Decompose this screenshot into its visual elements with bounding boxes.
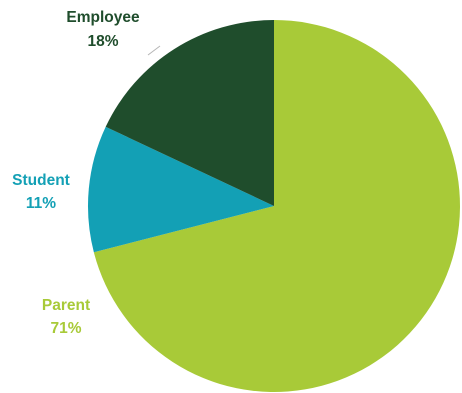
slice-label-parent-name: Parent — [42, 297, 90, 314]
slice-label-employee-name: Employee — [66, 9, 140, 26]
pie-slice-student — [87, 126, 274, 253]
pie-slice-parent — [93, 20, 460, 392]
slice-labels: Employee 18% Student 11% Parent 71% — [12, 9, 140, 337]
slice-label-employee-value: 18% — [87, 33, 118, 50]
pie-slices — [87, 20, 460, 392]
slice-label-student-value: 11% — [26, 195, 56, 212]
slice-label-parent-value: 71% — [50, 320, 81, 337]
pie-slice-employee — [105, 20, 274, 206]
employee-leader-line — [147, 45, 161, 56]
slice-label-student-name: Student — [12, 172, 70, 189]
